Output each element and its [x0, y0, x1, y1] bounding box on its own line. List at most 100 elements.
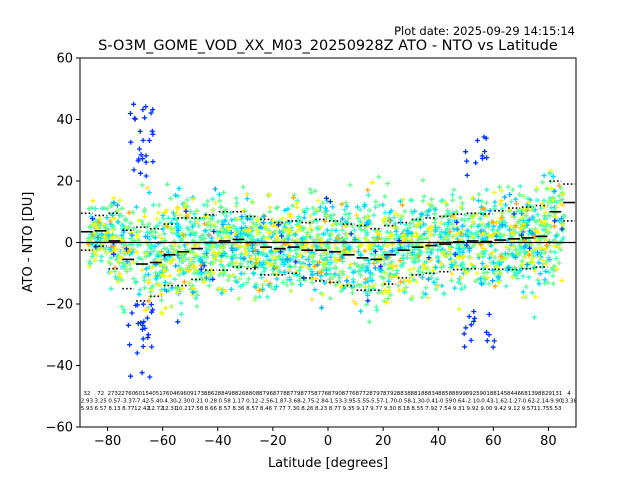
band-stat-2-12: 8.57 [246, 406, 259, 412]
band-stat-0-29: 9018 [479, 391, 493, 397]
band-stat-2-5: 12.72 [148, 406, 164, 412]
x-tick-label: 80 [540, 434, 557, 449]
band-stat-1-7: -2.30 [176, 399, 191, 405]
x-axis: −80 −60 −40 −20 0 20 40 60 80 [94, 427, 557, 449]
band-stat-1-4: -7.42 [135, 399, 149, 405]
band-stat-1-23: -0.58 [397, 399, 412, 405]
band-stat-1-13: -2.56 [259, 399, 274, 405]
band-stat-1-11: 1.17 [232, 399, 245, 405]
band-stat-1-5: -5.40 [149, 399, 164, 405]
band-stat-0-12: 8808 [245, 391, 259, 397]
band-stat-0-11: 8826 [231, 391, 245, 397]
band-stat-1-3: -3.37 [121, 399, 136, 405]
x-tick-label: −40 [204, 434, 231, 449]
chart-title: S-O3M_GOME_VOD_XX_M03_20250928Z ATO - NT… [98, 38, 558, 54]
y-tick-label: 60 [56, 52, 73, 67]
x-tick-label: 60 [485, 434, 502, 449]
band-stat-0-26: 8858 [438, 391, 452, 397]
y-tick-label: −60 [46, 421, 73, 436]
band-stat-1-30: -1.62 [493, 399, 507, 405]
band-stat-0-35: 4 [567, 391, 571, 397]
band-stat-1-29: -0.43 [479, 399, 494, 405]
band-stat-2-13: 8.46 [260, 406, 273, 412]
band-stat-2-14: 7.77 [274, 406, 287, 412]
band-stat-2-11: 8.36 [232, 406, 245, 412]
band-stat-2-15: 7.30 [287, 406, 300, 412]
band-stat-2-20: 9.17 [356, 406, 369, 412]
y-tick-label: −40 [46, 359, 73, 374]
band-stat-0-17: 8776 [314, 391, 328, 397]
band-stat-1-24: -1.30 [410, 399, 425, 405]
band-stat-0-3: 2760 [121, 391, 135, 397]
band-stat-1-19: -3.95 [342, 399, 357, 405]
band-stat-2-7: 10.21 [175, 406, 191, 412]
stats-layer: 32 72 2732 2760 6015 4051 7604 6960 9173 8862 8849… [81, 391, 578, 412]
band-stat-2-6: 12.31 [162, 406, 178, 412]
band-stat-1-34: -9.90 [548, 399, 563, 405]
x-tick-label: 40 [430, 434, 447, 449]
x-tick-label: 0 [324, 434, 332, 449]
band-stat-2-31: 9.12 [508, 406, 520, 412]
band-stat-0-7: 6960 [176, 391, 190, 397]
band-stat-1-22: -1.70 [383, 399, 398, 405]
band-stat-1-31: -1.27 [507, 399, 522, 405]
band-stat-1-0: 2.93 [81, 399, 94, 405]
band-stat-1-2: 0.57 [108, 399, 121, 405]
band-stat-0-34: 9131 [548, 391, 562, 397]
band-stat-2-33: 11.75 [534, 406, 550, 412]
band-stat-2-18: 8.77 [329, 406, 342, 412]
band-stat-0-27: 8899 [452, 391, 466, 397]
band-stat-0-14: 8778 [273, 391, 287, 397]
band-stat-2-8: 7.58 [191, 406, 204, 412]
band-stat-0-16: 8775 [300, 391, 314, 397]
band-stat-1-1: 3.25 [95, 399, 108, 405]
band-stat-1-14: -1.87 [273, 399, 288, 405]
band-stat-2-24: 8.55 [411, 406, 424, 412]
band-stat-2-26: 7.54 [439, 406, 452, 412]
x-axis-label: Latitude [degrees] [268, 456, 388, 471]
band-stat-2-30: 9.42 [494, 406, 506, 412]
band-stat-1-25: -0.41 [424, 399, 438, 405]
y-tick-label: 20 [56, 175, 73, 190]
y-tick-label: −20 [46, 298, 73, 313]
band-stat-2-17: 8.23 [315, 406, 328, 412]
band-stat-2-29: 9.00 [480, 406, 493, 412]
band-stat-2-0: 5.93 [81, 406, 94, 412]
band-stat-2-2: 8.13 [108, 406, 121, 412]
band-stat-0-9: 8862 [204, 391, 218, 397]
band-stat-0-20: 8772 [355, 391, 369, 397]
x-tick-label: −20 [259, 434, 286, 449]
band-stat-2-1: 6.57 [95, 406, 108, 412]
band-stat-0-23: 8838 [397, 391, 411, 397]
x-tick-label: 20 [375, 434, 392, 449]
y-axis: −60 −40 −20 0 20 40 60 [46, 52, 80, 436]
band-stat-1-35: 13.38 [561, 399, 577, 405]
band-stat-1-17: -2.84 [314, 399, 329, 405]
band-stat-2-16: 8.26 [301, 406, 314, 412]
band-stat-0-19: 8776 [342, 391, 356, 397]
scatter-points-8 [85, 183, 562, 304]
band-stat-2-21: 9.77 [370, 406, 383, 412]
band-stat-1-18: -1.53 [328, 399, 343, 405]
band-stat-0-10: 8849 [218, 391, 232, 397]
band-stat-1-9: 0.28 [205, 399, 218, 405]
band-stat-0-33: 9882 [535, 391, 549, 397]
band-stat-1-26: -0.59 [438, 399, 453, 405]
band-stat-1-16: -2.75 [300, 399, 315, 405]
band-stat-2-28: 9.92 [467, 406, 479, 412]
band-stat-0-0: 32 [83, 391, 90, 397]
band-stat-2-3: 8.77 [122, 406, 135, 412]
band-stat-1-28: -2.10 [466, 399, 481, 405]
band-stat-0-24: 8818 [411, 391, 425, 397]
band-stat-0-13: 8796 [259, 391, 273, 397]
y-axis-label: ATO - NTO [DU] [21, 192, 36, 293]
y-tick-label: 40 [56, 113, 73, 128]
band-stat-0-8: 9173 [190, 391, 204, 397]
scatter-points-0 [90, 101, 565, 380]
band-stat-0-30: 8145 [493, 391, 507, 397]
band-stat-0-5: 4051 [149, 391, 163, 397]
band-stat-1-8: 0.21 [191, 399, 203, 405]
band-stat-0-21: 8797 [369, 391, 383, 397]
band-stat-1-10: 0.58 [219, 399, 232, 405]
